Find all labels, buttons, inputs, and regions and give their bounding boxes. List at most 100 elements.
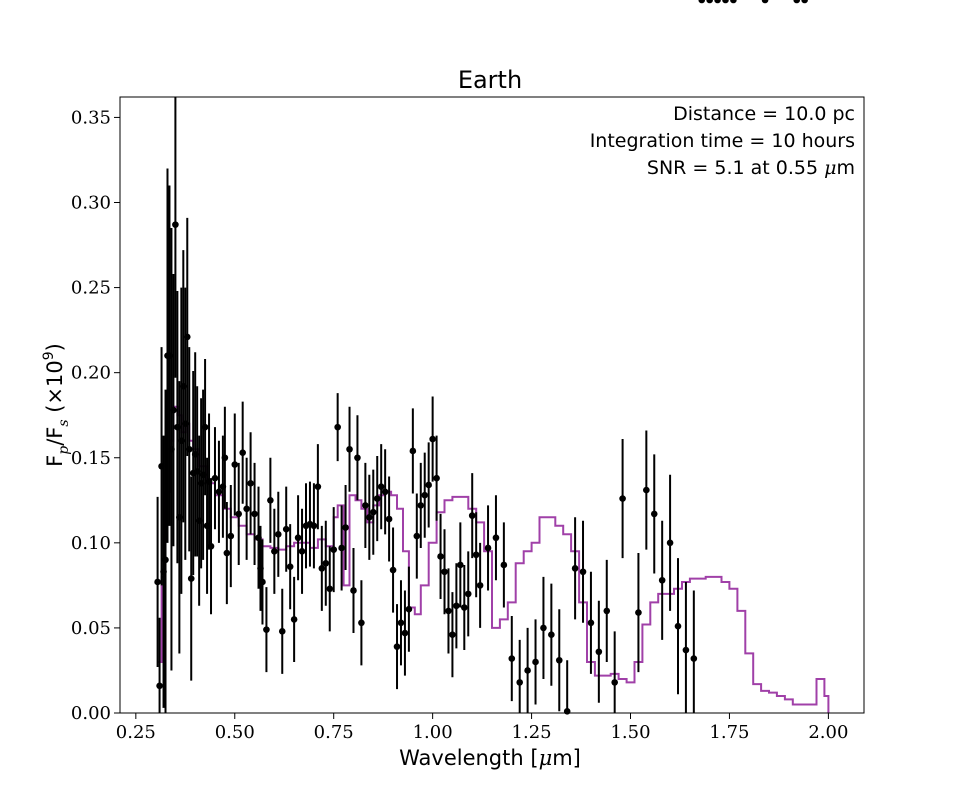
x-axis-label: Wavelength [μm] [399, 746, 581, 770]
observations-layer [154, 0, 808, 715]
data-point [650, 510, 658, 518]
data-point [761, 0, 769, 4]
x-tick-label: 2.00 [808, 722, 848, 743]
y-axis-label-part: F [43, 455, 67, 467]
data-point [221, 454, 229, 462]
data-point [405, 605, 413, 613]
data-point [698, 0, 706, 4]
y-axis-label-sub-s: s [56, 419, 72, 426]
y-axis-label-part: (×10 [43, 360, 67, 419]
data-point [358, 619, 365, 627]
data-point [322, 559, 330, 567]
data-point [674, 622, 682, 630]
data-point [571, 565, 579, 572]
data-point [377, 483, 385, 490]
data-point [362, 502, 369, 509]
data-point [682, 646, 690, 654]
plot-frame [119, 96, 865, 714]
data-point [453, 602, 460, 610]
data-point [215, 488, 223, 496]
data-point [437, 553, 444, 560]
data-point [706, 0, 713, 4]
data-point [666, 539, 674, 547]
data-point [162, 556, 169, 564]
data-point [243, 505, 250, 513]
y-tick-label: 0.00 [71, 703, 111, 724]
data-point [185, 445, 193, 453]
data-point [714, 0, 721, 4]
data-point [532, 658, 539, 666]
data-point [457, 561, 464, 569]
data-point [643, 486, 650, 494]
data-point [369, 508, 377, 516]
y-axis-label-part: /F [43, 427, 67, 446]
data-point [603, 607, 611, 615]
data-point [793, 0, 801, 4]
data-point [350, 587, 357, 594]
data-point [500, 561, 508, 569]
y-axis-label-sub-p: p [56, 446, 72, 455]
y-axis: 0.00 0.05 0.10 0.15 0.20 0.25 0.30 0.35 [71, 107, 120, 724]
data-point [445, 607, 452, 615]
data-point [417, 502, 425, 509]
data-point [472, 551, 480, 559]
data-point [516, 679, 524, 686]
data-point [366, 514, 373, 521]
data-point [172, 221, 179, 228]
annotation-snr-mu: μ [824, 157, 836, 179]
data-point [595, 648, 603, 656]
y-axis-label-part: ) [43, 343, 67, 351]
data-point [413, 532, 421, 540]
data-point [354, 454, 361, 462]
data-point [247, 479, 254, 487]
data-point [201, 423, 209, 431]
data-point [385, 515, 393, 523]
data-point [401, 629, 409, 637]
annotation-snr-text: SNR = 5.1 at 0.55 [647, 157, 824, 179]
data-point [425, 481, 432, 489]
data-point [346, 445, 353, 453]
data-point [170, 406, 177, 414]
annotation-snr: SNR = 5.1 at 0.55 μm [647, 157, 855, 179]
x-axis-label-part: m] [552, 746, 581, 770]
x-tick-label: 0.50 [215, 722, 255, 743]
y-axis-label: Fp/Fs (×109) [41, 343, 72, 467]
data-point [334, 423, 341, 431]
data-point [508, 655, 516, 662]
data-point [326, 585, 334, 593]
y-tick-label: 0.35 [71, 107, 111, 128]
data-point [314, 483, 322, 490]
data-point [635, 609, 642, 616]
data-point [235, 510, 243, 518]
x-tick-label: 1.25 [512, 722, 552, 743]
annotation-distance: Distance = 10.0 pc [673, 103, 855, 125]
data-point [298, 548, 306, 555]
data-point [611, 679, 618, 686]
data-point [231, 461, 239, 468]
x-tick-label: 1.00 [413, 722, 453, 743]
data-point [259, 578, 266, 586]
data-point [227, 532, 235, 540]
data-point [239, 449, 246, 456]
y-axis-label-sup: 9 [41, 351, 57, 360]
x-tick-label: 1.50 [610, 722, 650, 743]
annotation-snr-unit: m [836, 157, 855, 179]
data-point [294, 534, 302, 542]
data-point [251, 510, 258, 518]
data-point [460, 604, 468, 611]
x-tick-label: 1.75 [709, 722, 749, 743]
data-point [156, 682, 163, 690]
data-point [563, 707, 571, 715]
data-point [286, 563, 294, 570]
data-point [381, 488, 389, 496]
data-point [397, 619, 405, 627]
data-point [330, 546, 338, 553]
y-tick-label: 0.10 [71, 533, 111, 554]
data-point [310, 522, 318, 530]
data-point [449, 631, 456, 639]
data-point [476, 582, 484, 589]
data-point [389, 566, 397, 574]
data-point [722, 0, 729, 4]
y-tick-label: 0.15 [71, 448, 111, 469]
